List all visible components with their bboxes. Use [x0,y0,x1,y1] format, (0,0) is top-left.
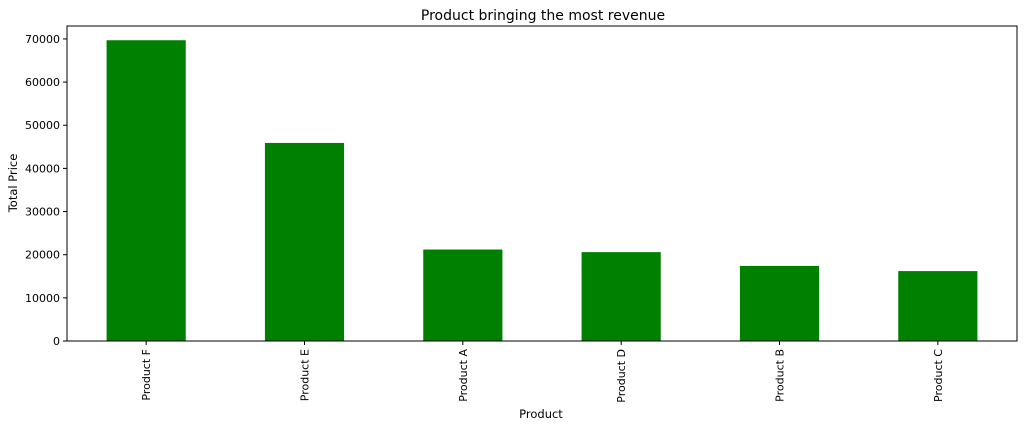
y-tick-label: 70000 [25,33,60,46]
y-tick-label: 50000 [25,119,60,132]
x-axis-label: Product [519,407,563,421]
bar-product-f [106,40,186,342]
x-tick-label: Product C [932,349,945,402]
y-tick-label: 0 [53,335,60,348]
y-axis-label: Total Price [6,154,20,214]
x-tick-label: Product E [299,349,312,401]
y-tick-label: 30000 [25,206,60,219]
bar-product-e [264,142,345,341]
y-tick-label: 20000 [25,249,60,262]
y-tick-label: 60000 [25,76,60,89]
bar-product-d [581,252,661,341]
bars-layer [106,40,978,342]
ticks-layer: Product F Product E Product A Product D Prod… [25,33,945,403]
x-tick-label: Product A [457,349,470,402]
chart-title: Product bringing the most revenue [421,8,665,24]
x-tick-label: Product D [615,349,628,403]
bar-product-c [898,271,978,341]
plot-frame [66,25,1018,342]
x-tick-label: Product F [140,349,153,401]
y-tick-label: 10000 [25,292,60,305]
bar-product-a [423,249,503,341]
x-tick-label: Product B [774,349,787,402]
y-tick-label: 40000 [25,162,60,175]
bar-product-b [739,265,820,341]
